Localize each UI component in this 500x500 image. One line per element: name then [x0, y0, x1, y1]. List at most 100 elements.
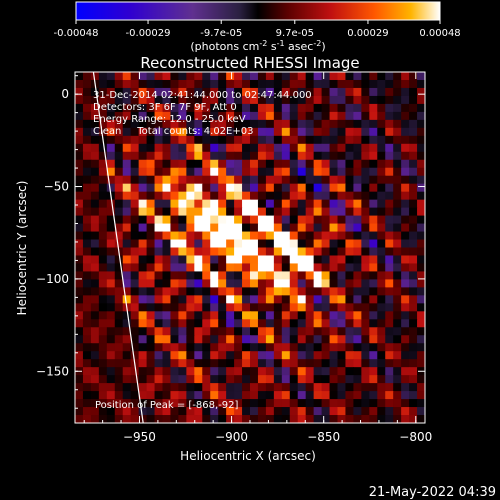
- heatmap-cell: [313, 111, 323, 121]
- heatmap-cell: [154, 167, 164, 177]
- heatmap-cell: [393, 343, 402, 352]
- heatmap-cell: [250, 255, 259, 265]
- heatmap-cell: [170, 111, 179, 121]
- heatmap-cell: [178, 175, 187, 185]
- heatmap-cell: [138, 327, 148, 336]
- heatmap-cell: [305, 343, 315, 352]
- heatmap-cell: [353, 271, 362, 281]
- heatmap-cell: [170, 175, 179, 185]
- heatmap-cell: [130, 351, 140, 360]
- x-tick-label: −800: [399, 430, 432, 444]
- heatmap-cell: [162, 327, 172, 336]
- heatmap-cell: [313, 255, 323, 265]
- heatmap-cell: [218, 263, 227, 273]
- heatmap-cell: [138, 231, 148, 241]
- heatmap-cell: [401, 351, 410, 360]
- heatmap-cell: [154, 375, 164, 384]
- heatmap-cell: [210, 239, 219, 249]
- heatmap-cell: [313, 335, 323, 344]
- heatmap-cell: [90, 327, 100, 336]
- heatmap-cell: [345, 367, 354, 376]
- heatmap-cell: [242, 415, 251, 423]
- heatmap-cell: [321, 327, 331, 336]
- heatmap-cell: [202, 223, 211, 233]
- heatmap-cell: [257, 231, 267, 241]
- heatmap-cell: [409, 247, 418, 257]
- heatmap-cell: [393, 183, 402, 193]
- heatmap-cell: [353, 343, 362, 352]
- heatmap-cell: [393, 383, 402, 392]
- heatmap-cell: [409, 367, 418, 376]
- heatmap-cell: [98, 151, 108, 161]
- heatmap-cell: [385, 367, 394, 376]
- y-tick-label: −100: [36, 272, 69, 286]
- heatmap-cell: [122, 311, 132, 320]
- heatmap-cell: [345, 231, 354, 241]
- heatmap-cell: [313, 151, 323, 161]
- heatmap-cell: [170, 239, 179, 249]
- heatmap-cell: [353, 311, 362, 320]
- heatmap-cell: [106, 343, 116, 352]
- heatmap-cell: [202, 72, 211, 81]
- heatmap-cell: [297, 287, 307, 296]
- heatmap-cell: [186, 335, 195, 344]
- heatmap-cell: [337, 72, 347, 81]
- heatmap-cell: [313, 183, 323, 193]
- heatmap-cell: [353, 95, 362, 105]
- heatmap-cell: [146, 391, 156, 400]
- heatmap-cell: [281, 319, 291, 328]
- heatmap-cell: [130, 215, 140, 225]
- heatmap-cell: [234, 111, 243, 121]
- heatmap-cell: [226, 72, 235, 81]
- heatmap-cell: [401, 223, 410, 233]
- heatmap-cell: [409, 231, 418, 241]
- heatmap-cell: [313, 135, 323, 145]
- heatmap-cell: [297, 399, 307, 408]
- heatmap-cell: [242, 215, 251, 225]
- heatmap-cell: [210, 215, 219, 225]
- heatmap-cell: [401, 175, 410, 185]
- heatmap-cell: [273, 95, 283, 105]
- heatmap-cell: [170, 231, 179, 241]
- heatmap-cell: [409, 279, 418, 288]
- heatmap-cell: [377, 343, 386, 352]
- heatmap-cell: [385, 391, 394, 400]
- heatmap-cell: [242, 207, 251, 217]
- heatmap-cell: [313, 383, 323, 392]
- heatmap-cell: [250, 279, 259, 288]
- heatmap-cell: [273, 335, 283, 344]
- heatmap-cell: [106, 327, 116, 336]
- heatmap-cell: [257, 143, 267, 153]
- heatmap-cell: [345, 167, 354, 177]
- heatmap-cell: [242, 111, 251, 121]
- heatmap-cell: [265, 335, 275, 344]
- heatmap-cell: [82, 223, 92, 233]
- heatmap-cell: [210, 391, 219, 400]
- heatmap-cell: [186, 231, 195, 241]
- heatmap-cell: [154, 191, 164, 201]
- heatmap-cell: [186, 159, 195, 169]
- heatmap-cell: [281, 183, 291, 193]
- heatmap-cell: [361, 407, 370, 416]
- heatmap-cell: [257, 79, 267, 89]
- heatmap-cell: [417, 255, 425, 265]
- heatmap-cell: [345, 319, 354, 328]
- heatmap-cell: [361, 303, 370, 312]
- heatmap-cell: [337, 239, 347, 249]
- heatmap-cell: [218, 351, 227, 360]
- heatmap-cell: [361, 183, 370, 193]
- heatmap-cell: [242, 175, 251, 185]
- heatmap-cell: [122, 231, 132, 241]
- heatmap-cell: [377, 191, 386, 201]
- heatmap-cell: [305, 327, 315, 336]
- heatmap-cell: [409, 399, 418, 408]
- heatmap-cell: [194, 335, 203, 344]
- heatmap-cell: [273, 351, 283, 360]
- heatmap-cell: [257, 367, 267, 376]
- heatmap-cell: [146, 239, 156, 249]
- heatmap-cell: [281, 375, 291, 384]
- heatmap-cell: [313, 239, 323, 249]
- y-tick-label: −150: [36, 364, 69, 378]
- heatmap-cell: [265, 151, 275, 161]
- heatmap-cell: [170, 263, 179, 273]
